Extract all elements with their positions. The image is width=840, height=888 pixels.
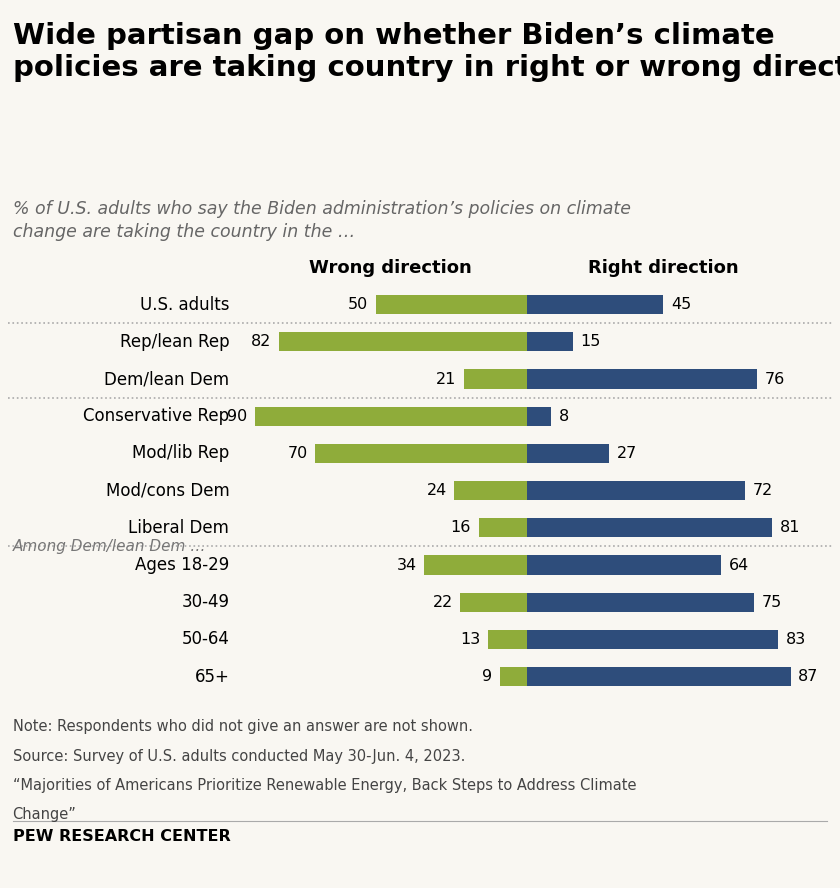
Text: Wide partisan gap on whether Biden’s climate
policies are taking country in righ: Wide partisan gap on whether Biden’s cli… [13, 22, 840, 82]
Text: 64: 64 [728, 558, 748, 573]
Text: 50: 50 [348, 297, 368, 312]
Text: 83: 83 [786, 632, 806, 647]
Text: Source: Survey of U.S. adults conducted May 30-Jun. 4, 2023.: Source: Survey of U.S. adults conducted … [13, 749, 465, 764]
Text: Rep/lean Rep: Rep/lean Rep [119, 333, 229, 351]
Bar [528, 444, 609, 464]
Text: Mod/cons Dem: Mod/cons Dem [106, 481, 229, 500]
Text: 16: 16 [451, 520, 471, 535]
Text: 21: 21 [436, 371, 456, 386]
Text: 65+: 65+ [194, 668, 229, 686]
Text: 72: 72 [753, 483, 773, 498]
Bar [528, 630, 779, 649]
Bar [528, 667, 790, 686]
Text: 9: 9 [482, 670, 492, 684]
Bar [375, 295, 528, 314]
Text: 34: 34 [396, 558, 417, 573]
Text: 76: 76 [765, 371, 785, 386]
Bar [460, 592, 528, 612]
Text: 24: 24 [427, 483, 447, 498]
Bar [464, 369, 528, 389]
Bar [279, 332, 528, 352]
Bar [528, 555, 721, 575]
Text: U.S. adults: U.S. adults [139, 296, 229, 313]
Text: 50-64: 50-64 [181, 630, 229, 648]
Text: 13: 13 [460, 632, 480, 647]
Text: 45: 45 [671, 297, 691, 312]
Text: Among Dem/lean Dem …: Among Dem/lean Dem … [13, 539, 206, 554]
Bar [454, 481, 528, 500]
Text: PEW RESEARCH CENTER: PEW RESEARCH CENTER [13, 829, 230, 844]
Text: Change”: Change” [13, 807, 76, 822]
Text: Mod/lib Rep: Mod/lib Rep [132, 444, 229, 463]
Text: 90: 90 [227, 408, 247, 424]
Bar [528, 407, 551, 426]
Bar [315, 444, 528, 464]
Bar [528, 369, 758, 389]
Bar [528, 332, 573, 352]
Text: Right direction: Right direction [588, 259, 738, 277]
Text: “Majorities of Americans Prioritize Renewable Energy, Back Steps to Address Clim: “Majorities of Americans Prioritize Rene… [13, 778, 636, 793]
Text: Wrong direction: Wrong direction [309, 259, 472, 277]
Bar [255, 407, 528, 426]
Text: 22: 22 [433, 595, 453, 610]
Text: 75: 75 [762, 595, 782, 610]
Text: 87: 87 [798, 670, 818, 684]
Text: Conservative Rep: Conservative Rep [83, 408, 229, 425]
Bar [479, 519, 528, 537]
Text: 8: 8 [559, 408, 570, 424]
Text: 82: 82 [251, 334, 271, 349]
Text: Dem/lean Dem: Dem/lean Dem [104, 370, 229, 388]
Text: Note: Respondents who did not give an answer are not shown.: Note: Respondents who did not give an an… [13, 719, 473, 734]
Text: 27: 27 [617, 446, 637, 461]
Bar [528, 481, 745, 500]
Bar [528, 295, 664, 314]
Bar [424, 555, 528, 575]
Bar [528, 519, 773, 537]
Text: 70: 70 [287, 446, 307, 461]
Text: % of U.S. adults who say the Biden administration’s policies on climate
change a: % of U.S. adults who say the Biden admin… [13, 200, 631, 242]
Bar [528, 592, 754, 612]
Text: 15: 15 [580, 334, 601, 349]
Text: Ages 18-29: Ages 18-29 [135, 556, 229, 574]
Text: Liberal Dem: Liberal Dem [129, 519, 229, 537]
Text: 81: 81 [780, 520, 801, 535]
Text: 30-49: 30-49 [181, 593, 229, 611]
Bar [488, 630, 528, 649]
Bar [500, 667, 528, 686]
